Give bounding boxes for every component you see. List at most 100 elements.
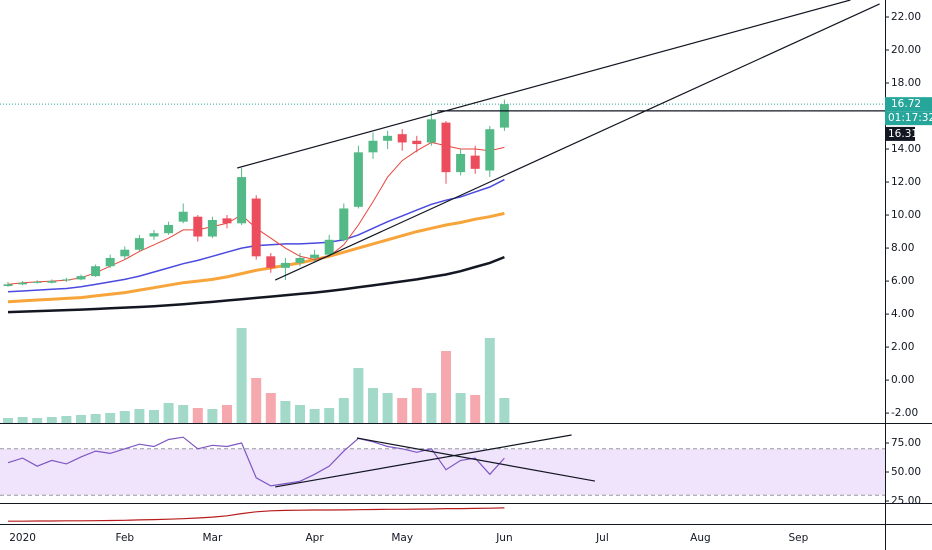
volume-bar <box>397 398 408 423</box>
volume-bar <box>178 405 189 423</box>
candle-body <box>76 276 86 280</box>
y-tick-label: 25.00 <box>891 495 921 507</box>
candle-body <box>32 281 42 283</box>
candle-body <box>441 122 451 173</box>
volume-bar <box>222 405 232 423</box>
x-tick-label: Aug <box>690 532 711 544</box>
candle-body <box>485 129 495 171</box>
volume-bar <box>251 378 262 423</box>
y-tick-label: 12.00 <box>891 176 921 188</box>
candle-body <box>266 256 276 268</box>
countdown-label: 01:17:32 <box>888 112 932 124</box>
y-tick-label: 2.00 <box>891 341 914 353</box>
y-tick-label: 22.00 <box>891 11 921 23</box>
volume-bar <box>90 414 101 423</box>
volume-bar <box>484 338 495 423</box>
level-label: 16.31 <box>888 128 918 140</box>
volume-bar <box>134 409 145 423</box>
moving-average <box>7 255 505 314</box>
volume-bar <box>441 351 451 423</box>
volume-bar <box>426 393 437 423</box>
candle-body <box>149 233 159 237</box>
candle-body <box>193 216 203 237</box>
candle-body <box>324 239 334 255</box>
volume-bar <box>499 398 510 423</box>
volume-bar <box>280 401 291 423</box>
volume-bar <box>411 388 422 423</box>
x-tick-label: May <box>391 532 413 544</box>
y-tick-label: 75.00 <box>891 437 921 449</box>
volume-bar <box>163 403 174 423</box>
volume-bar <box>61 416 72 423</box>
volume-bar <box>46 417 57 423</box>
volume-bar <box>3 418 13 423</box>
x-tick-label: Apr <box>306 532 325 544</box>
candle-body <box>3 284 13 287</box>
x-tick-label: Jun <box>495 532 512 544</box>
candle-body <box>251 198 261 257</box>
candle-body <box>280 262 290 268</box>
indicator-line <box>8 507 505 522</box>
trend-line <box>237 0 851 169</box>
candle-body <box>383 135 393 141</box>
x-tick-label: 2020 <box>9 532 36 544</box>
trend-line <box>274 3 880 281</box>
candle-body <box>61 279 71 281</box>
y-tick-label: -2.00 <box>891 407 918 419</box>
volume-bar <box>17 417 28 423</box>
level-box <box>885 126 915 141</box>
candle-body <box>295 257 305 263</box>
indicator-line <box>7 436 505 487</box>
y-tick-label: 8.00 <box>891 242 914 254</box>
volume-bar <box>309 409 320 423</box>
y-tick-label: 10.00 <box>891 209 921 221</box>
candle-body <box>134 238 144 250</box>
x-tick-label: Sep <box>789 532 809 544</box>
volume-bar <box>295 405 305 423</box>
volume-bar <box>76 415 86 423</box>
last-price-box <box>885 97 932 112</box>
volume-bar <box>368 388 378 423</box>
volume-bar <box>105 413 116 423</box>
candle-body <box>120 249 130 257</box>
volume-bar <box>324 408 335 423</box>
y-tick-label: 20.00 <box>891 44 921 56</box>
x-tick-label: Feb <box>116 532 135 544</box>
candle-body <box>412 140 422 145</box>
candle-body <box>368 140 378 153</box>
candle-body <box>237 177 247 224</box>
candle-body <box>470 155 480 169</box>
y-tick-label: 50.00 <box>891 466 921 478</box>
volume-bar <box>338 398 349 423</box>
rsi-band <box>0 448 885 496</box>
volume-bar <box>192 408 203 423</box>
y-tick-label: 6.00 <box>891 275 914 287</box>
candle-body <box>310 254 320 258</box>
volume-bar <box>265 393 276 423</box>
volume-bar <box>470 395 481 423</box>
candle-body <box>164 224 174 234</box>
candle-body <box>353 152 363 207</box>
candle-body <box>47 281 57 283</box>
volume-bar <box>353 368 364 423</box>
trend-line <box>356 437 596 482</box>
candle-body <box>456 153 466 173</box>
candle-body <box>222 218 232 224</box>
volume-bar <box>382 393 393 423</box>
candle-body <box>105 257 115 267</box>
volume-bar <box>32 418 43 423</box>
x-tick-label: Mar <box>202 532 222 544</box>
volume-bar <box>119 411 130 423</box>
volume-bar <box>236 328 247 423</box>
last-price-label: 16.72 <box>891 98 921 110</box>
volume-bar <box>455 393 466 423</box>
candle-body <box>207 219 217 237</box>
volume-bar <box>149 410 159 423</box>
y-tick-label: 0.00 <box>891 374 914 386</box>
y-tick-label: 18.00 <box>891 77 921 89</box>
candle-body <box>499 104 509 128</box>
moving-average <box>7 211 505 304</box>
candle-body <box>426 119 436 143</box>
candle-body <box>397 134 407 143</box>
